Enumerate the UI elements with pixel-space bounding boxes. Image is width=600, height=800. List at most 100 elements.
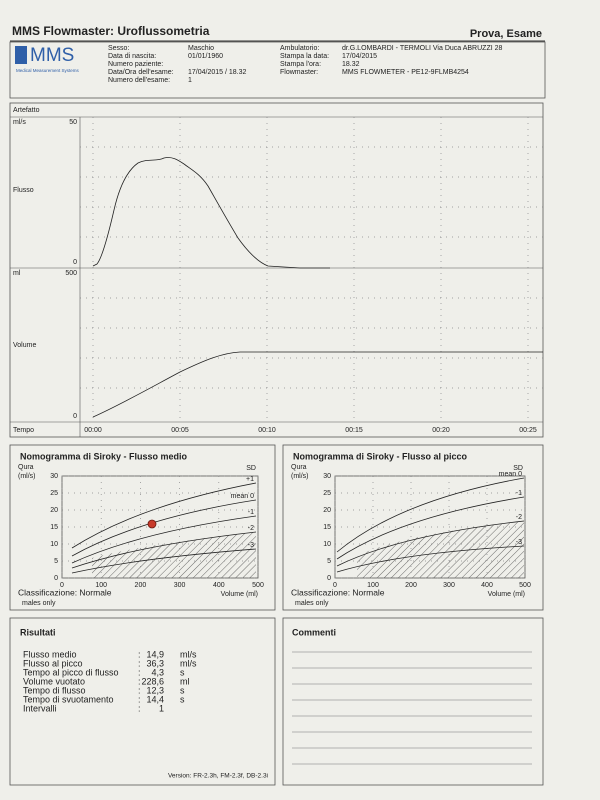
info-label: Flowmaster: <box>280 69 318 76</box>
info-value: 1 <box>188 77 192 84</box>
nomogram-box <box>282 444 544 611</box>
result-sep: : <box>138 685 141 695</box>
version: Version: FR-2.3h, FM-2.3f, DB-2.3i <box>168 773 268 780</box>
info-value: 01/01/1960 <box>188 53 223 60</box>
time-label: Tempo <box>13 427 34 434</box>
result-value: 14,9 <box>146 649 164 659</box>
note: males only <box>22 600 56 607</box>
x-tick: 100 <box>367 582 379 589</box>
sd-curve-label: mean 0 <box>231 493 254 500</box>
y-tick: 5 <box>54 558 58 565</box>
result-label: Tempo di flusso <box>23 685 86 695</box>
result-sep: : <box>138 694 141 704</box>
result-sep: : <box>138 658 141 668</box>
flow-unit: ml/s <box>13 119 26 126</box>
y-tick: 10 <box>323 541 331 548</box>
sd-label: SD <box>513 465 523 472</box>
y-tick: 15 <box>323 524 331 531</box>
time-tick: 00:25 <box>519 427 537 434</box>
info-value: MMS FLOWMETER - PE12-9FLMB4254 <box>342 69 469 76</box>
y-tick: 20 <box>323 507 331 514</box>
result-value: 1 <box>159 703 164 713</box>
y-tick: 30 <box>50 473 58 480</box>
y-label: Qura <box>291 464 307 471</box>
artefact-label: Artefatto <box>13 107 40 114</box>
volume-min: 0 <box>73 413 77 420</box>
info-value: 17/04/2015 / 18.32 <box>188 69 246 76</box>
flow-label: Flusso <box>13 187 34 194</box>
normal-range <box>357 521 524 578</box>
result-unit: ml/s <box>180 649 197 659</box>
report-title: MMS Flowmaster: Uroflussometria <box>12 24 210 38</box>
result-label: Flusso medio <box>23 649 77 659</box>
info-label: Data/Ora dell'esame: <box>108 69 174 76</box>
result-unit: s <box>180 685 185 695</box>
sd-curve-label: -1 <box>248 509 254 516</box>
time-tick: 00:05 <box>171 427 189 434</box>
result-value: 36,3 <box>146 658 164 668</box>
y-label: Qura <box>18 464 34 471</box>
y-tick: 25 <box>323 490 331 497</box>
y-tick: 25 <box>50 490 58 497</box>
sd-curve <box>71 548 257 574</box>
info-value: Maschio <box>188 45 214 52</box>
logo-subtitle: Medical Measurement Systems <box>16 68 80 73</box>
sd-curve-label: +1 <box>246 476 254 483</box>
info-value: dr.G.LOMBARDI - TERMOLI Via Duca ABRUZZI… <box>342 45 503 52</box>
result-label: Tempo di svuotamento <box>23 694 114 704</box>
volume-max: 500 <box>65 270 77 277</box>
result-label: Tempo al picco di flusso <box>23 667 119 677</box>
classification: Classificazione: Normale <box>291 587 385 597</box>
volume-curve <box>92 351 543 418</box>
y-tick: 30 <box>323 473 331 480</box>
info-label: Numero paziente: <box>108 61 163 68</box>
y-tick: 15 <box>50 524 58 531</box>
normal-range <box>92 532 256 578</box>
info-label: Data di nascita: <box>108 53 156 60</box>
x-label: Volume (ml) <box>488 591 525 598</box>
x-tick: 0 <box>60 582 64 589</box>
sd-curve <box>71 482 257 549</box>
result-value: 12,3 <box>146 685 164 695</box>
volume-label: Volume <box>13 342 36 349</box>
trace-panel <box>9 102 544 438</box>
results-title: Risultati <box>20 627 56 637</box>
y-tick: 20 <box>50 507 58 514</box>
result-unit: s <box>180 694 185 704</box>
info-label: Ambulatorio: <box>280 45 319 52</box>
x-tick: 400 <box>213 582 225 589</box>
result-sep: : <box>138 676 141 686</box>
y-tick: 5 <box>327 558 331 565</box>
sd-curve <box>336 477 525 553</box>
result-sep: : <box>138 667 141 677</box>
y-unit: (ml/s) <box>291 473 309 480</box>
note: males only <box>295 600 329 607</box>
sd-curve-label: -3 <box>248 542 254 549</box>
info-label: Stampa l'ora: <box>280 61 321 68</box>
comments-title: Commenti <box>292 627 336 637</box>
classification: Classificazione: Normale <box>18 587 112 597</box>
y-unit: (ml/s) <box>18 473 36 480</box>
result-value: 228,6 <box>141 676 164 686</box>
patient-name: Prova, Esame <box>470 28 542 40</box>
time-tick: 00:20 <box>432 427 450 434</box>
result-label: Volume vuotato <box>23 676 85 686</box>
x-tick: 200 <box>135 582 147 589</box>
x-tick: 200 <box>405 582 417 589</box>
result-unit: ml <box>180 676 190 686</box>
sd-curve-label: -3 <box>516 539 522 546</box>
comments-box <box>282 617 544 786</box>
x-tick: 500 <box>519 582 531 589</box>
x-tick: 300 <box>443 582 455 589</box>
x-tick: 0 <box>333 582 337 589</box>
y-tick: 10 <box>50 541 58 548</box>
time-tick: 00:10 <box>258 427 276 434</box>
x-tick: 100 <box>95 582 107 589</box>
sd-curve <box>336 545 525 573</box>
info-value: 17/04/2015 <box>342 53 377 60</box>
time-tick: 00:15 <box>345 427 363 434</box>
time-tick: 00:00 <box>84 427 102 434</box>
flow-max: 50 <box>69 119 77 126</box>
